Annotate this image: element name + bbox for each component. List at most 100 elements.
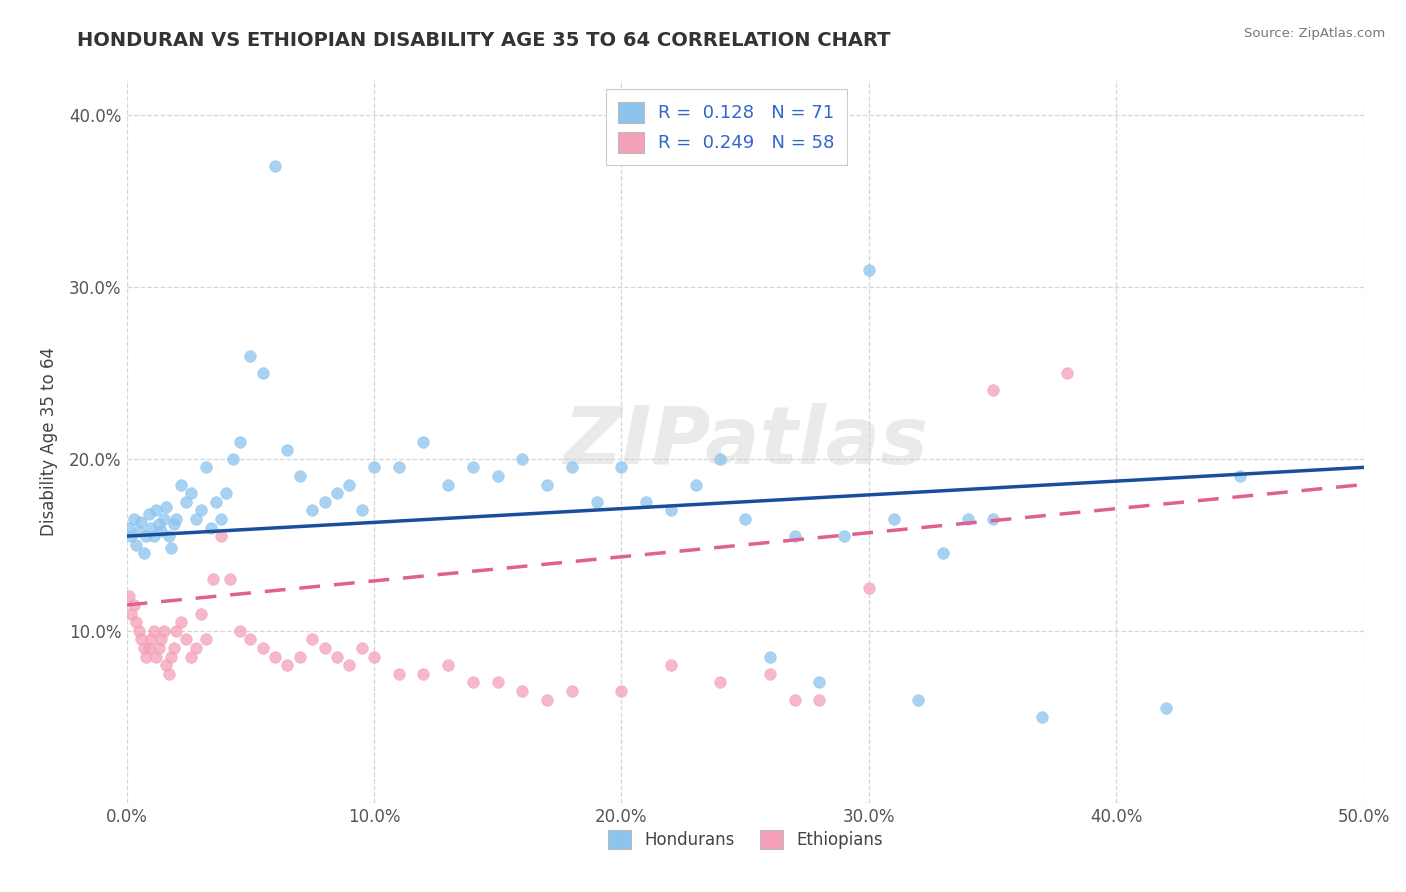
Point	[337, 477, 360, 491]
Point	[486, 675, 509, 690]
Point	[180, 649, 202, 664]
Point	[131, 516, 153, 530]
Point	[165, 624, 187, 638]
Point	[276, 658, 298, 673]
Point	[252, 640, 274, 655]
Point	[252, 366, 274, 380]
Point	[125, 538, 148, 552]
Point	[659, 503, 682, 517]
Point	[152, 624, 174, 638]
Point	[155, 500, 177, 514]
Point	[229, 434, 252, 449]
Point	[709, 451, 731, 466]
Point	[363, 460, 385, 475]
Point	[122, 512, 145, 526]
Point	[610, 460, 633, 475]
Point	[832, 529, 855, 543]
Point	[883, 512, 905, 526]
Point	[783, 529, 806, 543]
Text: Source: ZipAtlas.com: Source: ZipAtlas.com	[1244, 27, 1385, 40]
Point	[145, 503, 167, 517]
Point	[759, 649, 782, 664]
Point	[486, 469, 509, 483]
Point	[363, 649, 385, 664]
Point	[132, 546, 155, 560]
Point	[858, 581, 880, 595]
Point	[388, 666, 411, 681]
Point	[142, 624, 165, 638]
Point	[350, 640, 373, 655]
Point	[388, 460, 411, 475]
Point	[536, 692, 558, 706]
Point	[190, 503, 212, 517]
Point	[118, 590, 141, 604]
Point	[222, 451, 245, 466]
Point	[148, 517, 170, 532]
Point	[135, 529, 157, 543]
Point	[180, 486, 202, 500]
Y-axis label: Disability Age 35 to 64: Disability Age 35 to 64	[39, 347, 58, 536]
Point	[288, 649, 311, 664]
Point	[783, 692, 806, 706]
Point	[219, 572, 242, 586]
Point	[202, 572, 225, 586]
Point	[170, 477, 193, 491]
Point	[276, 443, 298, 458]
Point	[461, 675, 484, 690]
Point	[326, 649, 349, 664]
Text: HONDURAN VS ETHIOPIAN DISABILITY AGE 35 TO 64 CORRELATION CHART: HONDURAN VS ETHIOPIAN DISABILITY AGE 35 …	[77, 31, 891, 50]
Point	[659, 658, 682, 673]
Point	[150, 632, 173, 647]
Point	[121, 529, 143, 543]
Point	[858, 262, 880, 277]
Point	[314, 640, 336, 655]
Point	[160, 541, 183, 556]
Point	[981, 383, 1004, 397]
Point	[165, 512, 187, 526]
Point	[162, 517, 184, 532]
Point	[636, 494, 658, 508]
Point	[1031, 710, 1053, 724]
Point	[141, 632, 163, 647]
Point	[288, 469, 311, 483]
Point	[152, 512, 174, 526]
Point	[437, 658, 460, 673]
Point	[264, 649, 287, 664]
Point	[734, 512, 756, 526]
Point	[121, 607, 143, 621]
Point	[190, 607, 212, 621]
Point	[314, 494, 336, 508]
Point	[932, 546, 955, 560]
Point	[132, 640, 155, 655]
Point	[808, 692, 831, 706]
Point	[184, 512, 207, 526]
Point	[184, 640, 207, 655]
Point	[194, 460, 217, 475]
Point	[122, 598, 145, 612]
Point	[174, 632, 197, 647]
Point	[337, 658, 360, 673]
Point	[229, 624, 252, 638]
Point	[150, 524, 173, 538]
Point	[326, 486, 349, 500]
Point	[155, 658, 177, 673]
Point	[142, 529, 165, 543]
Point	[585, 494, 607, 508]
Point	[131, 632, 153, 647]
Point	[145, 649, 167, 664]
Point	[214, 486, 236, 500]
Point	[512, 451, 534, 466]
Point	[536, 477, 558, 491]
Point	[561, 684, 583, 698]
Point	[301, 503, 323, 517]
Point	[138, 640, 160, 655]
Point	[759, 666, 782, 681]
Point	[412, 434, 434, 449]
Point	[162, 640, 184, 655]
Point	[157, 666, 180, 681]
Point	[174, 494, 197, 508]
Point	[209, 529, 232, 543]
Point	[956, 512, 979, 526]
Point	[128, 524, 150, 538]
Point	[118, 520, 141, 534]
